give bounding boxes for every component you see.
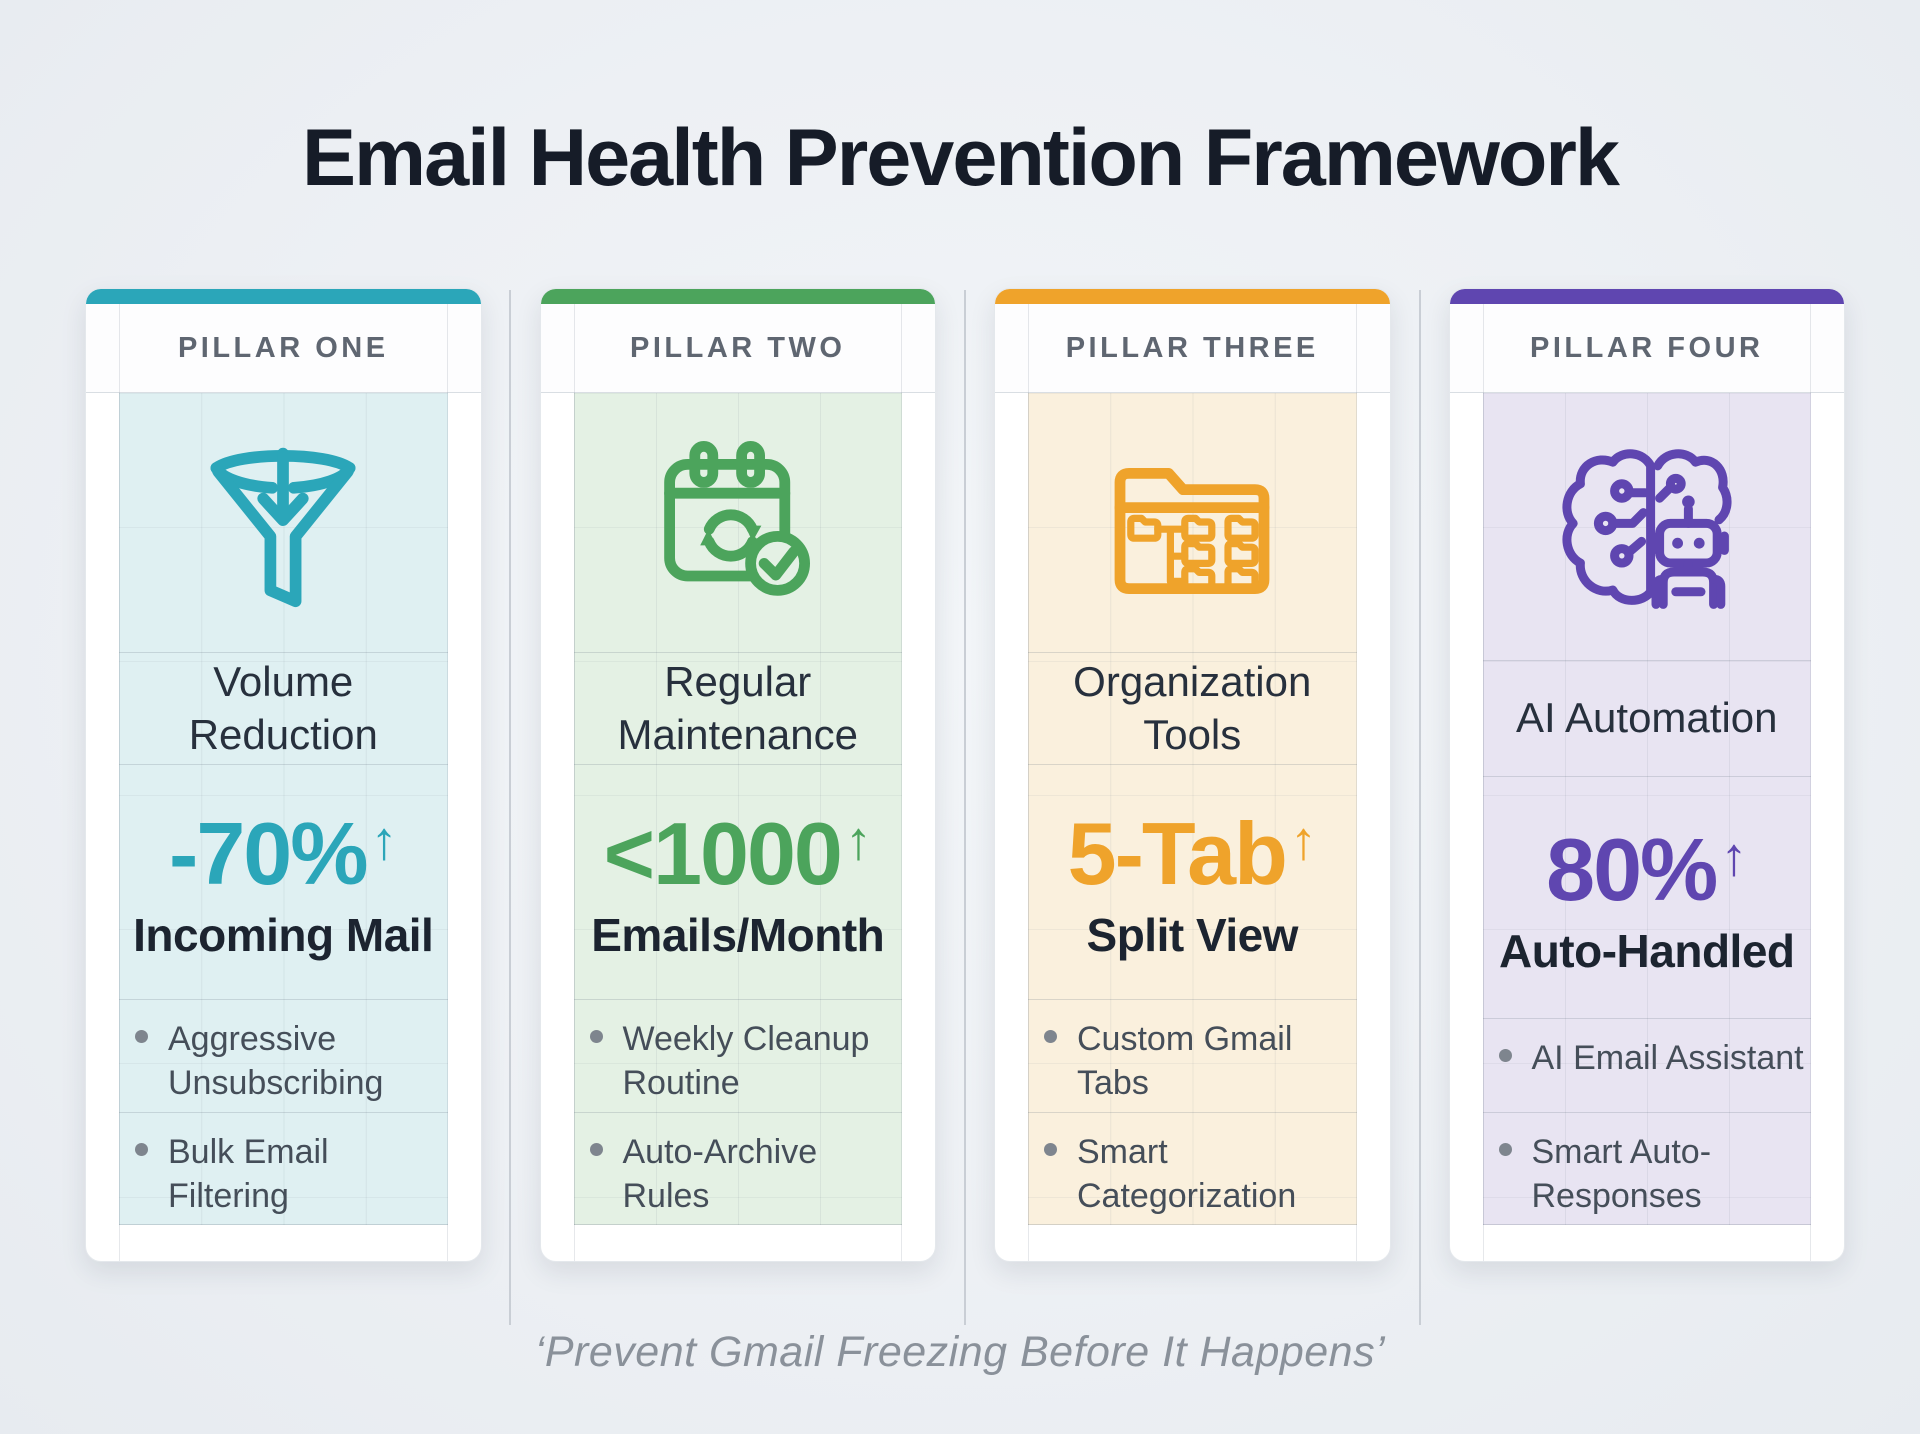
grid-line <box>1028 304 1029 1261</box>
stat-caption: Auto-Handled <box>1498 924 1795 977</box>
pillar-label: PILLAR FOUR <box>1530 331 1764 364</box>
pillar-label: PILLAR ONE <box>177 331 389 364</box>
card-accent-bar <box>1449 289 1844 304</box>
stat-value: 5-Tab <box>1067 804 1288 904</box>
pillar-card-volume-reduction: PILLAR ONE Volum <box>85 288 482 1262</box>
list-item: Weekly Cleanup Routine <box>574 1000 903 1111</box>
pillar-header: PILLAR FOUR <box>1449 304 1844 393</box>
page-title: Email Health Prevention Framework <box>302 113 1620 204</box>
card-title: Organization Tools <box>1073 658 1312 758</box>
calendar-sync-icon <box>573 393 902 653</box>
bullet-dot <box>589 1142 603 1156</box>
list-item: Custom Gmail Tabs <box>1028 1000 1357 1111</box>
up-arrow-icon: ↑ <box>844 811 872 872</box>
bullet-dot <box>1044 1142 1057 1156</box>
up-arrow-icon: ↑ <box>1289 811 1317 872</box>
up-arrow-icon: ↑ <box>1720 826 1748 887</box>
list-item: AI Email Assistant <box>1483 1019 1812 1112</box>
stat-value: -70% <box>169 804 368 904</box>
stat-caption: Incoming Mail <box>133 909 434 962</box>
card-accent-bar <box>540 289 935 304</box>
footer-quote: ‘Prevent Gmail Freezing Before It Happen… <box>534 1328 1386 1376</box>
bullet-dot <box>1044 1030 1057 1044</box>
pillar-header: PILLAR TWO <box>540 304 935 393</box>
up-arrow-icon: ↑ <box>370 811 398 872</box>
column-divider <box>509 290 511 1325</box>
bullet-dot <box>1498 1049 1512 1062</box>
list-item: Bulk Email Filtering <box>119 1111 448 1224</box>
list-item: Smart Auto-Responses <box>1482 1111 1811 1224</box>
pillar-cards: PILLAR ONE Volum <box>85 288 1845 1262</box>
column-divider <box>964 290 966 1325</box>
stat-value: 80% <box>1546 819 1718 919</box>
grid-line <box>1482 304 1484 1261</box>
pillar-card-regular-maintenance: PILLAR TWO <box>539 288 936 1262</box>
bullet-dot <box>589 1030 603 1044</box>
grid-line <box>446 304 448 1261</box>
grid-line <box>901 304 902 1261</box>
list-item: Aggressive Unsubscribing <box>119 1000 448 1111</box>
card-title: Regular Maintenance <box>617 658 859 758</box>
pillar-header: PILLAR ONE <box>86 304 481 393</box>
bullet-dot <box>1498 1142 1512 1156</box>
pillar-label: PILLAR TWO <box>630 331 846 364</box>
grid-line <box>573 304 575 1261</box>
list-item: Auto-Archive Rules <box>573 1111 902 1224</box>
pillar-card-organization-tools: PILLAR THREE <box>994 288 1391 1262</box>
pillar-label: PILLAR THREE <box>1065 331 1319 364</box>
grid-line <box>119 304 120 1261</box>
card-title: Volume Reduction <box>188 658 378 758</box>
pillar-card-ai-automation: PILLAR FOUR <box>1448 288 1845 1262</box>
stat-caption: Emails/Month <box>591 909 885 962</box>
folder-tree-icon <box>1028 393 1357 653</box>
pillar-header: PILLAR THREE <box>995 304 1390 393</box>
grid-line <box>1355 304 1357 1261</box>
brain-robot-icon <box>1482 393 1811 661</box>
card-accent-bar <box>86 289 481 304</box>
funnel-icon <box>119 393 448 653</box>
grid-line <box>1810 304 1811 1261</box>
stat-caption: Split View <box>1086 909 1299 962</box>
column-divider <box>1419 290 1421 1325</box>
card-accent-bar <box>995 289 1390 304</box>
bullet-dot <box>135 1142 148 1156</box>
stat-value: <1000 <box>603 804 843 904</box>
card-title: AI Automation <box>1516 694 1778 742</box>
bullet-dot <box>135 1030 148 1044</box>
list-item: Smart Categorization <box>1028 1111 1357 1224</box>
